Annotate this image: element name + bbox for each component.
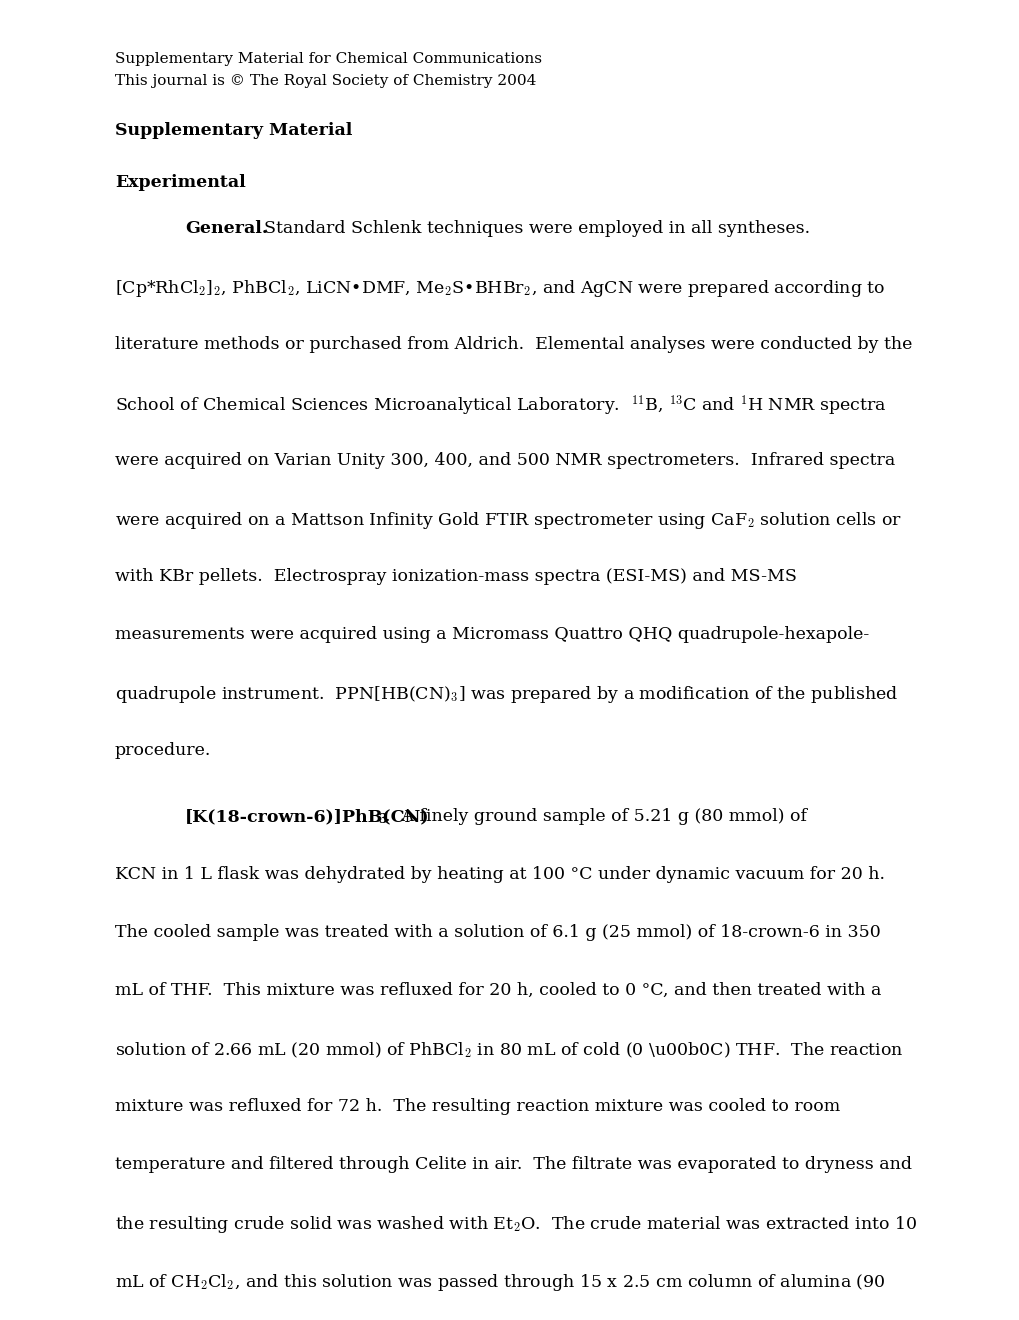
Text: solution of 2.66 mL (20 mmol) of PhBCl$_2$ in 80 mL of cold (0 \u00b0C) THF.  Th: solution of 2.66 mL (20 mmol) of PhBCl$_…	[115, 1040, 903, 1060]
Text: Experimental: Experimental	[115, 174, 246, 191]
Text: were acquired on a Mattson Infinity Gold FTIR spectrometer using CaF$_2$ solutio: were acquired on a Mattson Infinity Gold…	[115, 510, 901, 531]
Text: [K(18-crown-6)]PhB(CN): [K(18-crown-6)]PhB(CN)	[184, 808, 429, 825]
Text: procedure.: procedure.	[115, 742, 211, 759]
Text: temperature and filtered through Celite in air.  The filtrate was evaporated to : temperature and filtered through Celite …	[115, 1156, 911, 1173]
Text: Supplementary Material for Chemical Communications: Supplementary Material for Chemical Comm…	[115, 51, 541, 66]
Text: KCN in 1 L flask was dehydrated by heating at 100 °C under dynamic vacuum for 20: KCN in 1 L flask was dehydrated by heati…	[115, 866, 884, 883]
Text: General.: General.	[184, 220, 268, 238]
Text: The cooled sample was treated with a solution of 6.1 g (25 mmol) of 18-crown-6 i: The cooled sample was treated with a sol…	[115, 924, 879, 941]
Text: mL of CH$_2$Cl$_2$, and this solution was passed through 15 x 2.5 cm column of a: mL of CH$_2$Cl$_2$, and this solution wa…	[115, 1272, 884, 1294]
Text: literature methods or purchased from Aldrich.  Elemental analyses were conducted: literature methods or purchased from Ald…	[115, 337, 911, 352]
Text: measurements were acquired using a Micromass Quattro QHQ quadrupole-hexapole-: measurements were acquired using a Micro…	[115, 626, 868, 643]
Text: quadrupole instrument.  PPN[HB(CN)$_3$] was prepared by a modification of the pu: quadrupole instrument. PPN[HB(CN)$_3$] w…	[115, 684, 898, 705]
Text: School of Chemical Sciences Microanalytical Laboratory.  $^{11}$B, $^{13}$C and : School of Chemical Sciences Microanalyti…	[115, 393, 886, 418]
Text: 3: 3	[378, 813, 386, 826]
Text: .  A finely ground sample of 5.21 g (80 mmol) of: . A finely ground sample of 5.21 g (80 m…	[384, 808, 806, 825]
Text: Supplementary Material: Supplementary Material	[115, 121, 352, 139]
Text: were acquired on Varian Unity 300, 400, and 500 NMR spectrometers.  Infrared spe: were acquired on Varian Unity 300, 400, …	[115, 451, 895, 469]
Text: This journal is © The Royal Society of Chemistry 2004: This journal is © The Royal Society of C…	[115, 74, 536, 88]
Text: [Cp*RhCl$_2$]$_2$, PhBCl$_2$, LiCN•DMF, Me$_2$S•BHBr$_2$, and AgCN were prepared: [Cp*RhCl$_2$]$_2$, PhBCl$_2$, LiCN•DMF, …	[115, 279, 884, 300]
Text: the resulting crude solid was washed with Et$_2$O.  The crude material was extra: the resulting crude solid was washed wit…	[115, 1214, 916, 1236]
Text: with KBr pellets.  Electrospray ionization-mass spectra (ESI-MS) and MS-MS: with KBr pellets. Electrospray ionizatio…	[115, 568, 796, 585]
Text: Standard Schlenk techniques were employed in all syntheses.: Standard Schlenk techniques were employe…	[253, 220, 809, 238]
Text: mixture was refluxed for 72 h.  The resulting reaction mixture was cooled to roo: mixture was refluxed for 72 h. The resul…	[115, 1098, 840, 1115]
Text: mL of THF.  This mixture was refluxed for 20 h, cooled to 0 °C, and then treated: mL of THF. This mixture was refluxed for…	[115, 982, 880, 999]
